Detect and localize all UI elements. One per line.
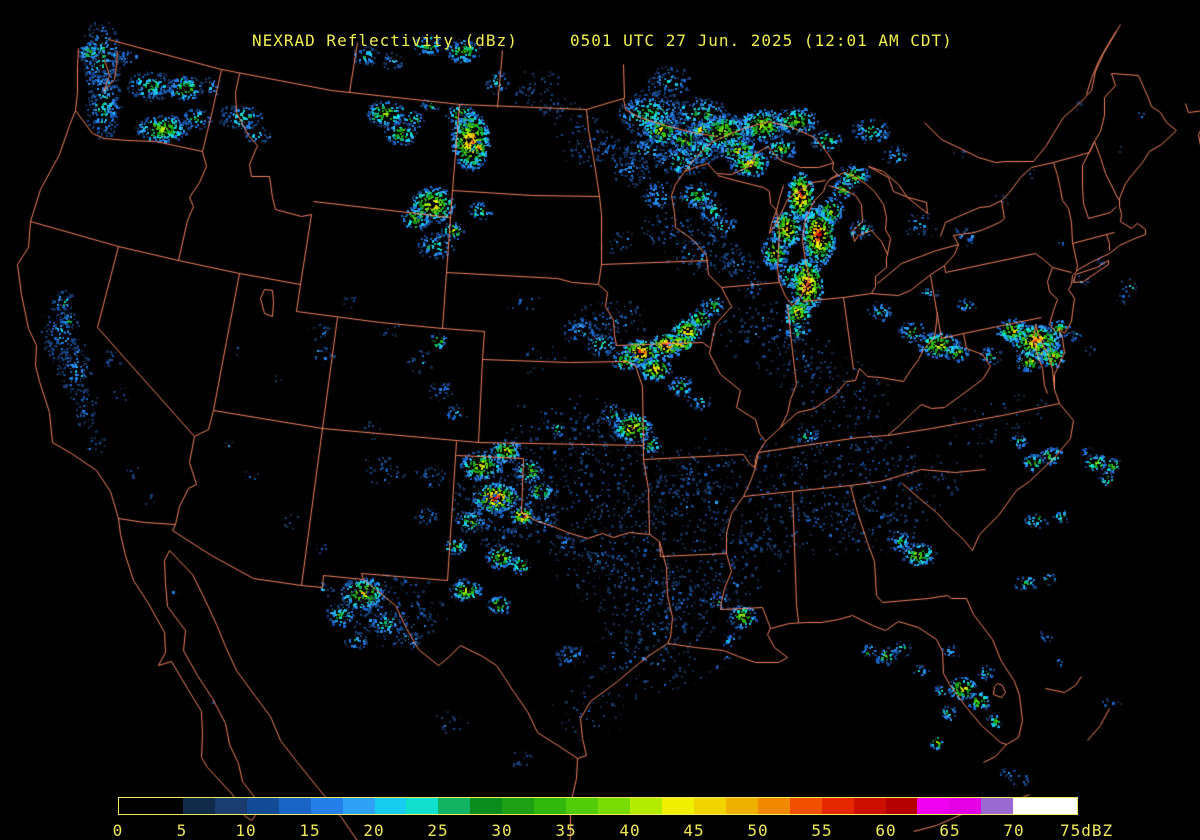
colorbar-segment bbox=[438, 798, 471, 814]
colorbar-segment bbox=[949, 798, 982, 814]
colorbar-segment bbox=[534, 798, 567, 814]
colorbar-segment bbox=[342, 798, 375, 814]
colorbar-tick: 55 bbox=[811, 821, 833, 840]
colorbar-tick: 40 bbox=[619, 821, 641, 840]
colorbar-segment bbox=[789, 798, 822, 814]
colorbar-tick: 50 bbox=[747, 821, 769, 840]
colorbar-tick: 35 bbox=[555, 821, 577, 840]
colorbar-tick: 75dBZ bbox=[1060, 821, 1114, 840]
colorbar-tick: 10 bbox=[235, 821, 257, 840]
colorbar-segment bbox=[406, 798, 439, 814]
colorbar-segment bbox=[821, 798, 854, 814]
colorbar-segment bbox=[470, 798, 503, 814]
colorbar-segment bbox=[1045, 798, 1078, 814]
colorbar-segment bbox=[214, 798, 247, 814]
colorbar-tick: 25 bbox=[427, 821, 449, 840]
colorbar-tick: 20 bbox=[363, 821, 385, 840]
colorbar-segment bbox=[1013, 798, 1046, 814]
colorbar-tick: 5 bbox=[176, 821, 188, 840]
colorbar-tick: 30 bbox=[491, 821, 513, 840]
colorbar-tick: 0 bbox=[112, 821, 124, 840]
colorbar-tick: 70 bbox=[1003, 821, 1025, 840]
colorbar-segment bbox=[725, 798, 758, 814]
colorbar-segment bbox=[917, 798, 950, 814]
colorbar-segment bbox=[374, 798, 407, 814]
colorbar-segment bbox=[981, 798, 1014, 814]
colorbar-segment bbox=[310, 798, 343, 814]
colorbar-segment bbox=[502, 798, 535, 814]
colorbar-labels: 0 5 10 15 20 25 30 35 40 45 50 55 60 65 70 75dBZ bbox=[113, 821, 1178, 840]
timestamp: 0501 UTC 27 Jun. 2025 (12:01 AM CDT) bbox=[570, 31, 953, 50]
colorbar-tick: 60 bbox=[875, 821, 897, 840]
colorbar-segment bbox=[757, 798, 790, 814]
colorbar-tick: 15 bbox=[299, 821, 321, 840]
colorbar-segment bbox=[598, 798, 630, 814]
colorbar-segment bbox=[278, 798, 311, 814]
colorbar-tick: 65 bbox=[939, 821, 961, 840]
colorbar-segment bbox=[885, 798, 918, 814]
colorbar-segment bbox=[246, 798, 279, 814]
colorbar-segment bbox=[853, 798, 886, 814]
colorbar-segment bbox=[566, 798, 599, 814]
page-title: NEXRAD Reflectivity (dBz) bbox=[252, 31, 518, 50]
colorbar-segment bbox=[119, 798, 151, 814]
colorbar-segment bbox=[182, 798, 215, 814]
colorbar-segment bbox=[630, 798, 662, 814]
colorbar bbox=[118, 797, 1078, 815]
colorbar-segment bbox=[693, 798, 726, 814]
colorbar-segment bbox=[661, 798, 694, 814]
colorbar-segment bbox=[150, 798, 183, 814]
colorbar-tick: 45 bbox=[683, 821, 705, 840]
